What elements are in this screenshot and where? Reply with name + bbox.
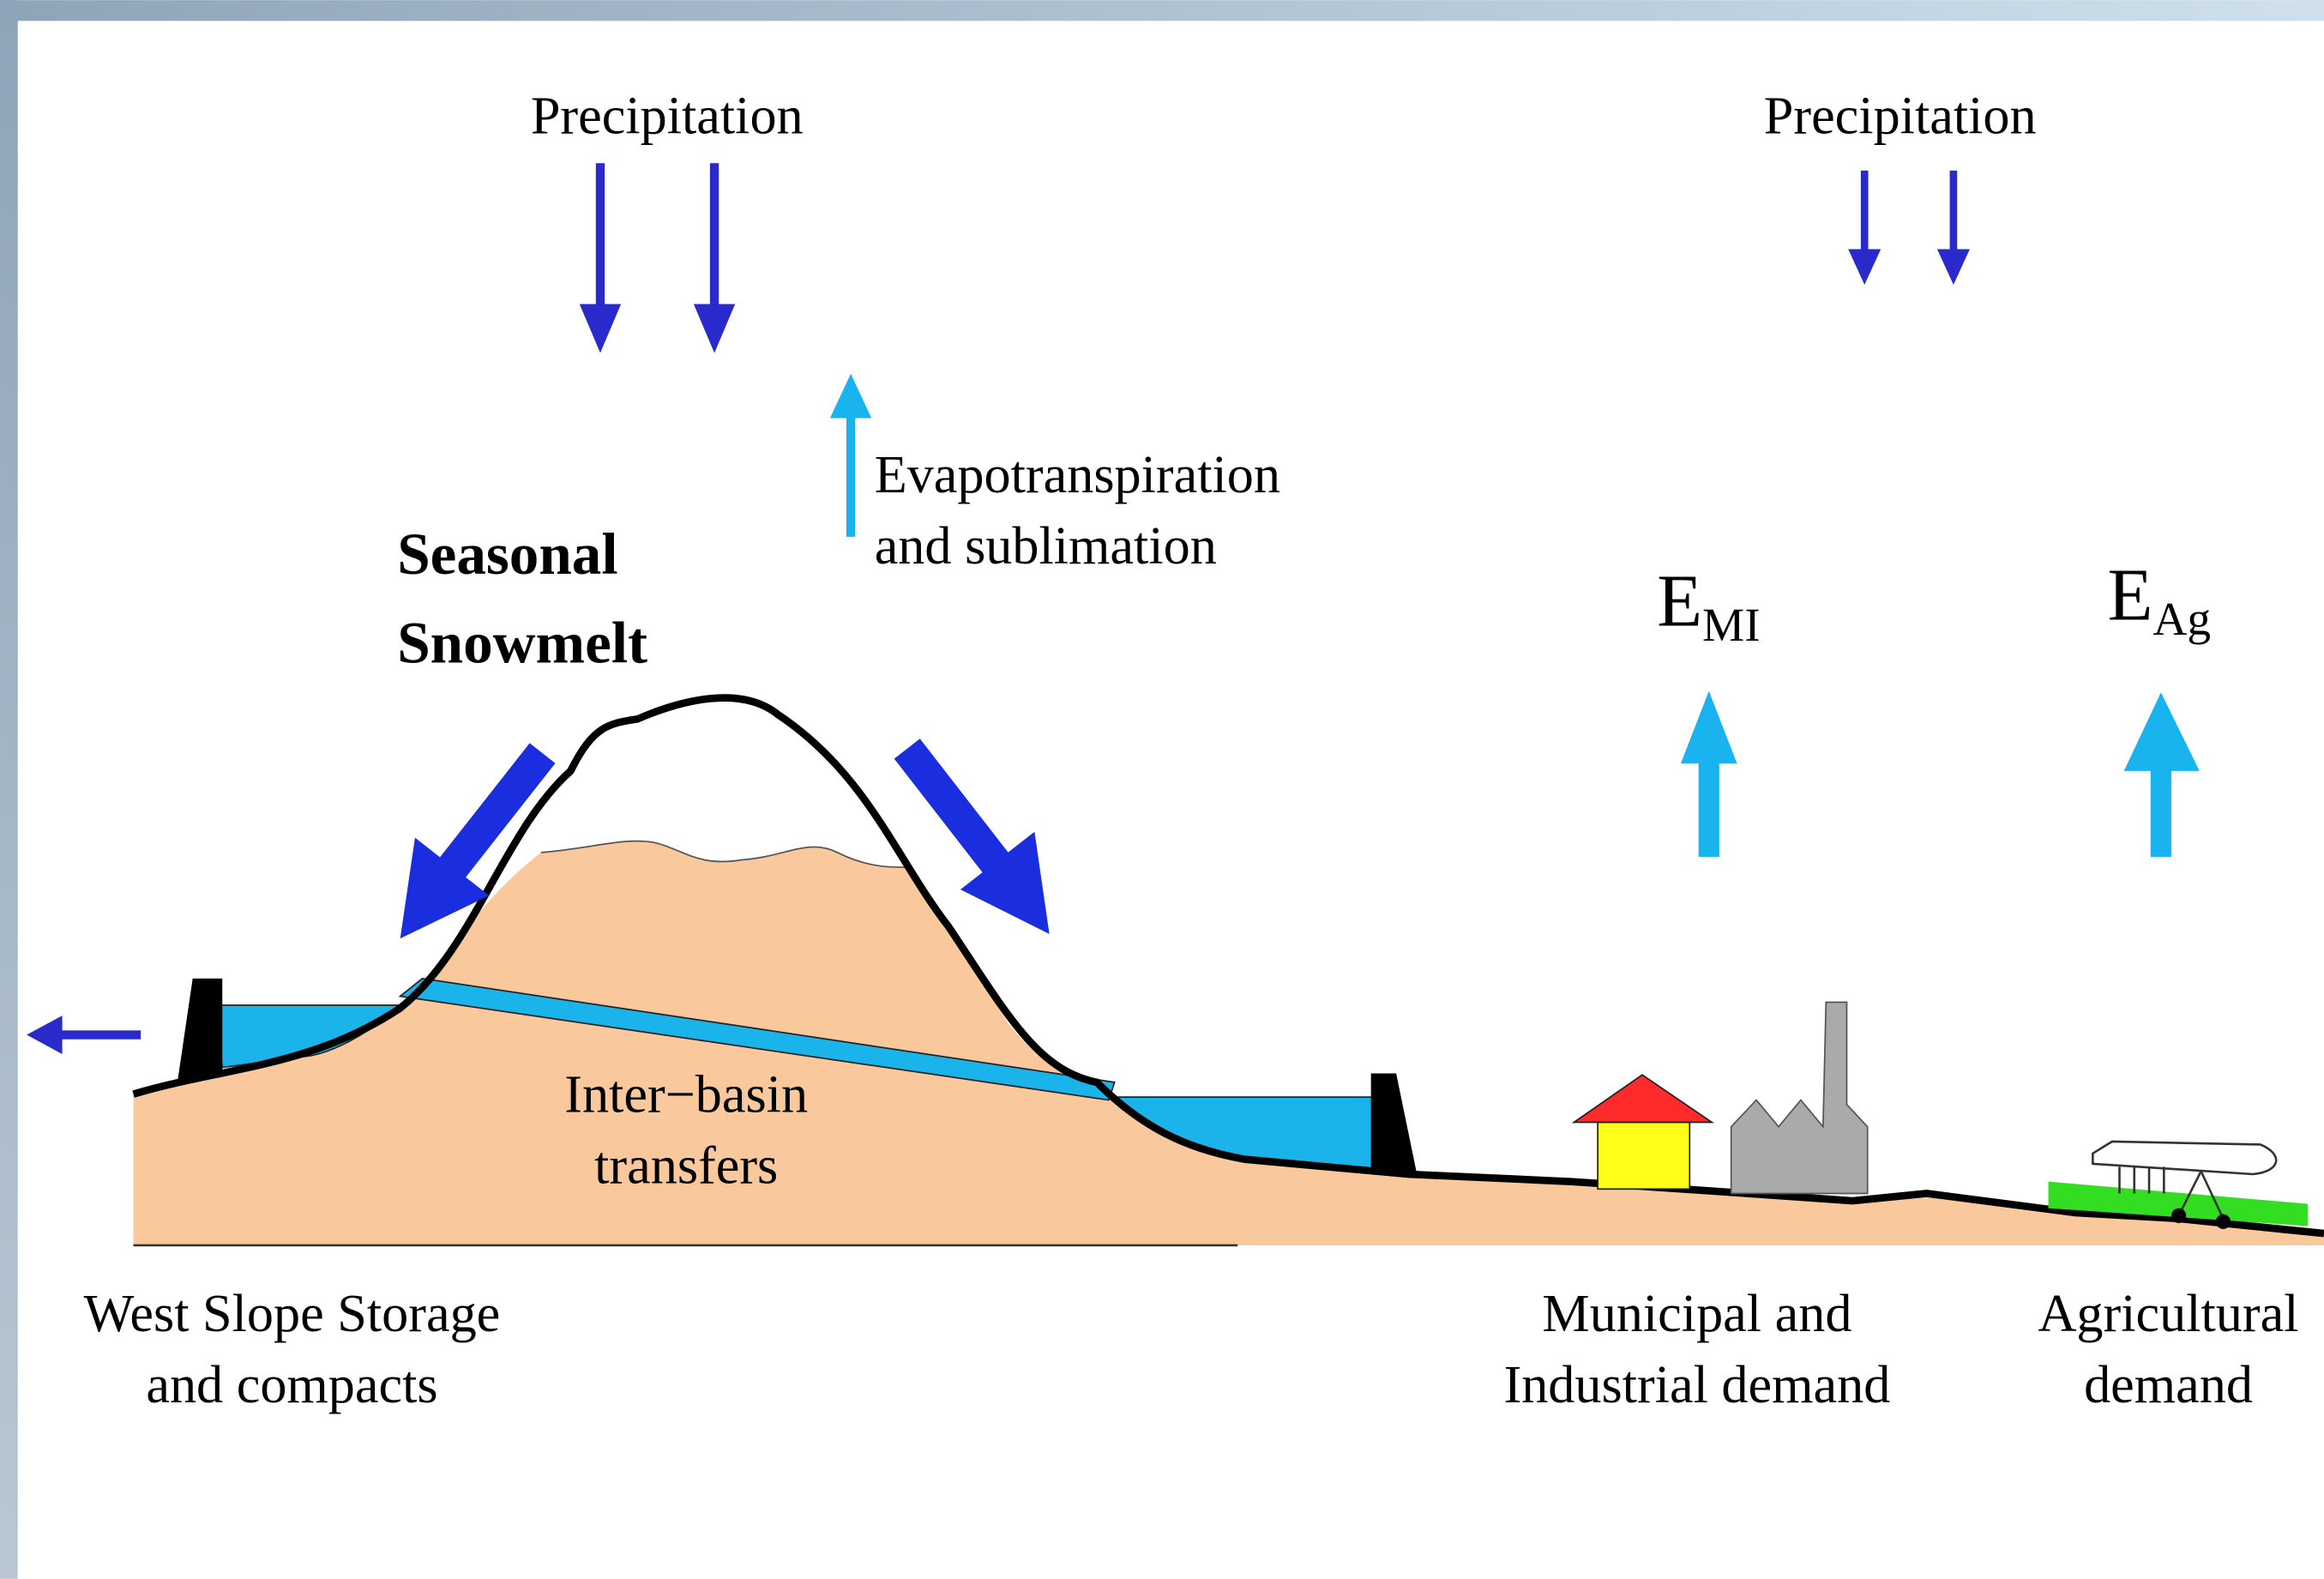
- eag-base: E: [2108, 554, 2153, 636]
- et-label: and sublimation: [875, 517, 1217, 576]
- diagram: Precipitation Precipitation Evapotranspi…: [0, 0, 2324, 1579]
- east-dam: [1371, 1073, 1418, 1174]
- precipitation-label: Precipitation: [1764, 87, 2037, 146]
- snowmelt-arrow-right: [907, 749, 1005, 875]
- precip-arrows-right: [1848, 171, 1970, 285]
- wheel: [2216, 1214, 2231, 1229]
- snowmelt-label: Snowmelt: [397, 610, 647, 676]
- west-slope-label: West Slope Storage: [84, 1285, 501, 1343]
- outflow-arrow-head: [27, 1016, 62, 1054]
- emi-label: EMI: [1657, 560, 1760, 651]
- transfers-label: Inter−basin: [564, 1065, 808, 1124]
- west-dam: [178, 979, 222, 1080]
- eag-label: EAg: [2108, 554, 2211, 645]
- page: {"labels": { "precipitation_left": "Prec…: [0, 0, 2324, 1579]
- house-roof: [1574, 1075, 1712, 1122]
- west-slope-label: and compacts: [146, 1356, 437, 1414]
- factory: [1731, 1003, 1868, 1194]
- agricultural-label: Agricultural: [2038, 1285, 2299, 1343]
- precipitation-label: Precipitation: [531, 87, 804, 146]
- emi-base: E: [1657, 560, 1702, 642]
- agricultural-label: demand: [2084, 1356, 2253, 1414]
- eag-sub: Ag: [2152, 593, 2211, 645]
- eag-arrow-head: [2124, 692, 2200, 771]
- house: [1598, 1123, 1689, 1190]
- left-border: [0, 0, 18, 1579]
- wheel: [2171, 1208, 2186, 1223]
- top-border: [0, 0, 2324, 21]
- emi-sub: MI: [1702, 599, 1761, 651]
- precip-arrows-left: [580, 163, 735, 353]
- snowmelt-label: Seasonal: [397, 521, 617, 587]
- municipal-label: Industrial demand: [1503, 1356, 1890, 1414]
- et-label: Evapotranspiration: [875, 446, 1280, 504]
- emi-arrow-head: [1681, 691, 1737, 764]
- transfers-label: transfers: [594, 1136, 778, 1195]
- municipal-label: Municipal and: [1542, 1285, 1851, 1343]
- snowmelt-arrow-left: [444, 753, 542, 877]
- et-arrow-head: [830, 374, 871, 419]
